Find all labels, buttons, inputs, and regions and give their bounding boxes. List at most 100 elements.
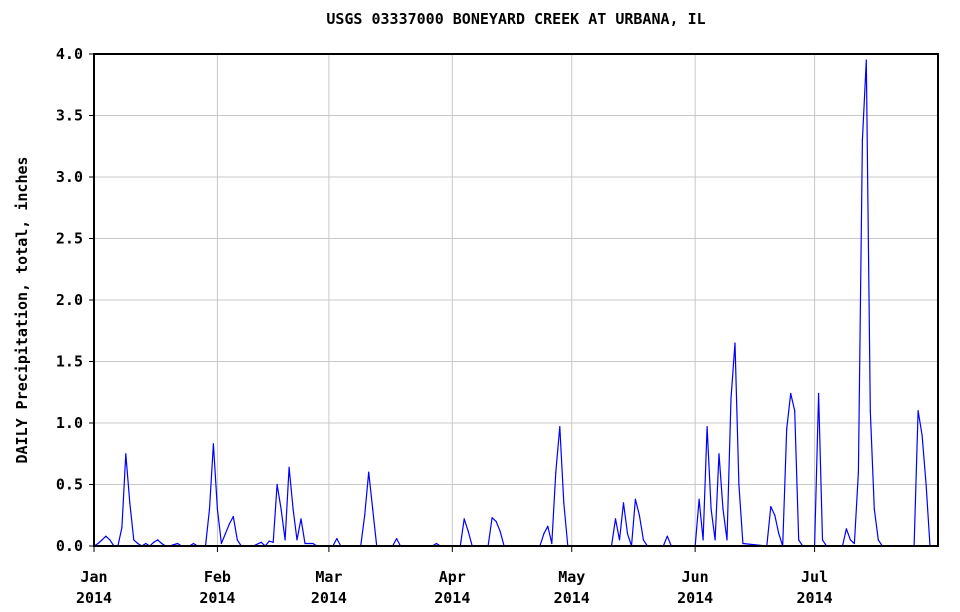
data-point <box>495 520 497 523</box>
y-tick-label: 0.0 <box>56 537 83 555</box>
data-point <box>312 542 314 545</box>
data-point <box>702 539 704 541</box>
x-tick-label-year: 2014 <box>797 589 833 607</box>
data-point <box>821 539 824 541</box>
data-point <box>161 542 163 545</box>
data-point <box>300 518 302 520</box>
data-point <box>224 533 226 535</box>
data-point <box>853 542 856 545</box>
data-point <box>137 542 139 545</box>
grid-lines <box>94 54 938 546</box>
x-tick-label-year: 2014 <box>76 589 112 607</box>
data-point <box>555 471 557 473</box>
data-point <box>109 539 111 541</box>
data-point <box>105 535 107 537</box>
data-point <box>292 508 294 510</box>
data-point <box>280 508 282 510</box>
x-tick-label-month: May <box>558 568 585 586</box>
data-point <box>559 426 561 428</box>
y-tick-label: 2.0 <box>56 291 83 309</box>
data-point <box>857 471 860 473</box>
data-point <box>97 542 99 545</box>
data-point <box>618 539 621 541</box>
data-point <box>121 526 123 529</box>
data-point <box>614 518 617 520</box>
data-point <box>129 502 131 504</box>
data-point <box>845 528 848 530</box>
data-point <box>770 506 772 508</box>
data-point <box>212 443 214 445</box>
series-layer <box>93 59 935 547</box>
data-point <box>774 514 776 516</box>
data-point <box>794 410 796 412</box>
data-point <box>861 139 864 141</box>
data-point <box>738 483 740 486</box>
y-tick-label: 1.0 <box>56 414 83 432</box>
data-point <box>192 542 195 545</box>
y-axis-label: DAILY Precipitation, total, inches <box>13 156 31 463</box>
data-point <box>706 426 708 428</box>
data-point <box>877 539 879 541</box>
data-point <box>499 530 501 532</box>
precipitation-series-line <box>93 59 934 547</box>
data-point <box>786 428 788 430</box>
data-point <box>491 517 493 519</box>
data-point <box>304 542 306 545</box>
data-point <box>865 59 867 61</box>
data-point <box>642 539 645 541</box>
data-point <box>634 498 637 500</box>
data-point <box>734 342 736 344</box>
x-tick-label-month: Jun <box>682 568 709 586</box>
data-point <box>364 514 366 516</box>
y-tick-label: 3.0 <box>56 168 83 186</box>
data-point <box>236 539 238 541</box>
data-point <box>101 539 103 541</box>
x-tick-label-year: 2014 <box>311 589 347 607</box>
data-point <box>698 498 700 500</box>
data-point <box>638 514 641 516</box>
data-point <box>272 541 274 543</box>
y-tick-label: 1.5 <box>56 353 83 371</box>
data-point <box>232 515 234 518</box>
y-tick-label: 4.0 <box>56 45 83 63</box>
data-point <box>368 471 370 473</box>
y-tick-label: 2.5 <box>56 230 83 248</box>
data-point <box>288 466 290 468</box>
data-point <box>714 539 716 541</box>
data-point <box>296 539 298 541</box>
x-tick-label-year: 2014 <box>677 589 713 607</box>
data-point <box>284 539 286 541</box>
x-tick-label-month: Jan <box>80 568 107 586</box>
data-point <box>790 392 792 395</box>
data-point <box>849 539 852 541</box>
data-point <box>718 453 720 455</box>
data-point <box>547 525 549 527</box>
data-point <box>778 533 780 535</box>
data-point <box>145 542 147 545</box>
data-point <box>372 508 374 510</box>
data-point <box>622 502 625 504</box>
y-tick-label: 3.5 <box>56 107 83 125</box>
data-point <box>818 392 820 395</box>
data-point <box>177 542 179 545</box>
data-point <box>153 541 155 543</box>
x-tick-label-year: 2014 <box>554 589 590 607</box>
data-point <box>626 533 629 535</box>
data-point <box>563 502 565 504</box>
data-point <box>726 539 728 541</box>
data-point <box>722 508 724 510</box>
x-tick-label-month: Jul <box>801 568 828 586</box>
data-point <box>260 541 262 543</box>
data-point <box>869 410 871 412</box>
data-point <box>925 483 927 486</box>
data-point <box>308 542 310 545</box>
x-tick-label-month: Feb <box>204 568 231 586</box>
data-point <box>396 538 398 540</box>
data-point <box>157 539 159 541</box>
x-tick-label-month: Mar <box>315 568 342 586</box>
x-tick-label-month: Apr <box>439 568 466 586</box>
data-point <box>742 542 744 545</box>
data-point <box>220 542 222 545</box>
data-point <box>921 434 923 436</box>
